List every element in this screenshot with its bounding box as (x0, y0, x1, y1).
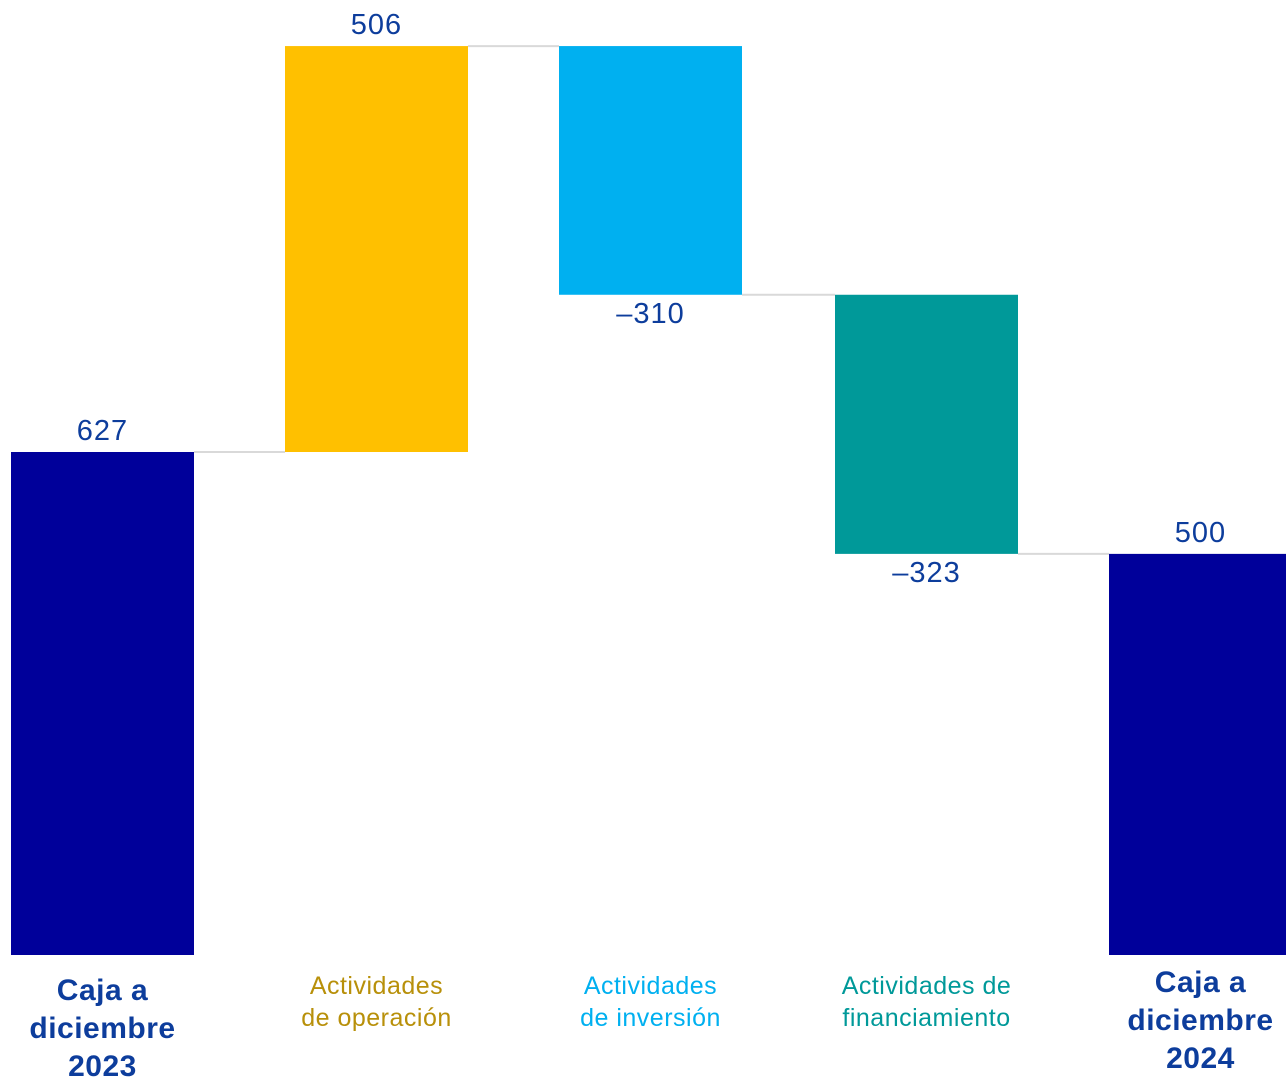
value-label-1: 627 (77, 415, 128, 447)
value-label-5: 500 (1175, 517, 1226, 549)
bar-5 (1109, 553, 1286, 955)
value-label-4: –323 (892, 557, 961, 589)
connector-lines (194, 45, 1109, 555)
category-label-2: Actividades de operación (301, 972, 452, 1032)
value-label-3: –310 (616, 298, 685, 330)
value-label-2: 506 (351, 9, 402, 41)
category-label-3: Actividades de inversión (580, 972, 721, 1032)
category-labels: Caja a diciembre 2023 Actividades de operaci… (29, 966, 1273, 1077)
bar-3 (559, 46, 742, 295)
category-label-5: Caja a diciembre 2024 (1127, 966, 1273, 1075)
bar-2 (285, 46, 468, 452)
category-label-1: Caja a diciembre 2023 (29, 974, 175, 1077)
bar-1 (11, 452, 194, 955)
bars (11, 46, 1286, 955)
category-label-4: Actividades de financiamiento (842, 972, 1012, 1032)
value-labels: 627 506 –310 –323 500 (77, 9, 1226, 589)
bar-4 (835, 294, 1018, 554)
